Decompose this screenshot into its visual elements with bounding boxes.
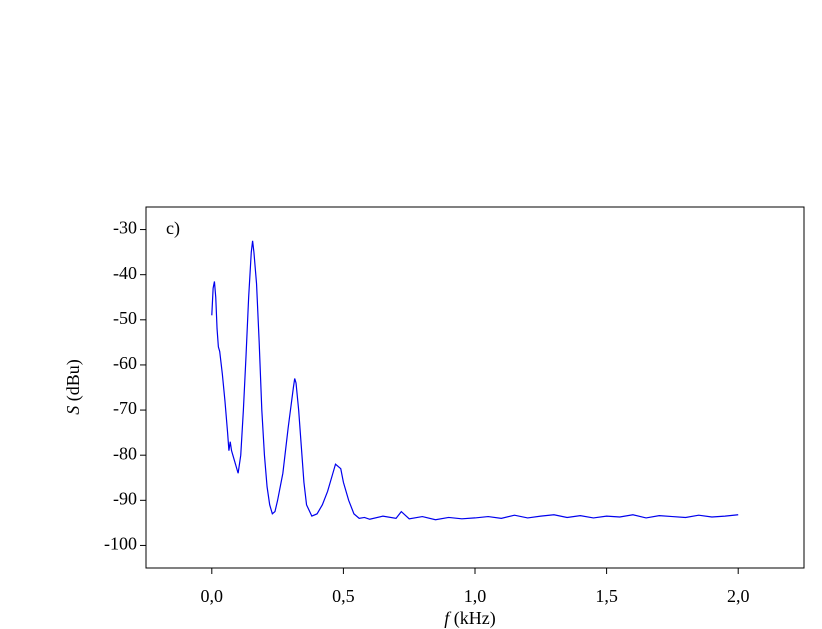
y-tick-label: -100	[104, 534, 137, 554]
y-tick-label: -50	[113, 308, 137, 328]
x-tick-label: 0,5	[332, 586, 355, 606]
y-axis-label: S (dBu)	[63, 359, 84, 415]
y-tick-label: -80	[113, 443, 137, 463]
y-tick-label: -60	[113, 353, 137, 373]
x-axis-label: f (kHz)	[444, 608, 496, 629]
x-tick-label: 0,0	[201, 586, 224, 606]
y-label-unit: (dBu)	[63, 359, 84, 401]
x-tick-label: 2,0	[727, 586, 750, 606]
y-label-symbol: S	[63, 406, 83, 415]
annotation: c)	[166, 218, 180, 239]
x-label-symbol: f	[444, 608, 452, 628]
y-tick-label: -40	[113, 263, 137, 283]
x-tick-label: 1,5	[595, 586, 618, 606]
y-tick-label: -70	[113, 398, 137, 418]
y-tick-label: -90	[113, 488, 137, 508]
spectrum-line	[211, 240, 739, 521]
y-tick-label: -30	[113, 218, 137, 238]
x-label-unit: (kHz)	[454, 608, 496, 629]
x-tick-label: 1,0	[464, 586, 487, 606]
